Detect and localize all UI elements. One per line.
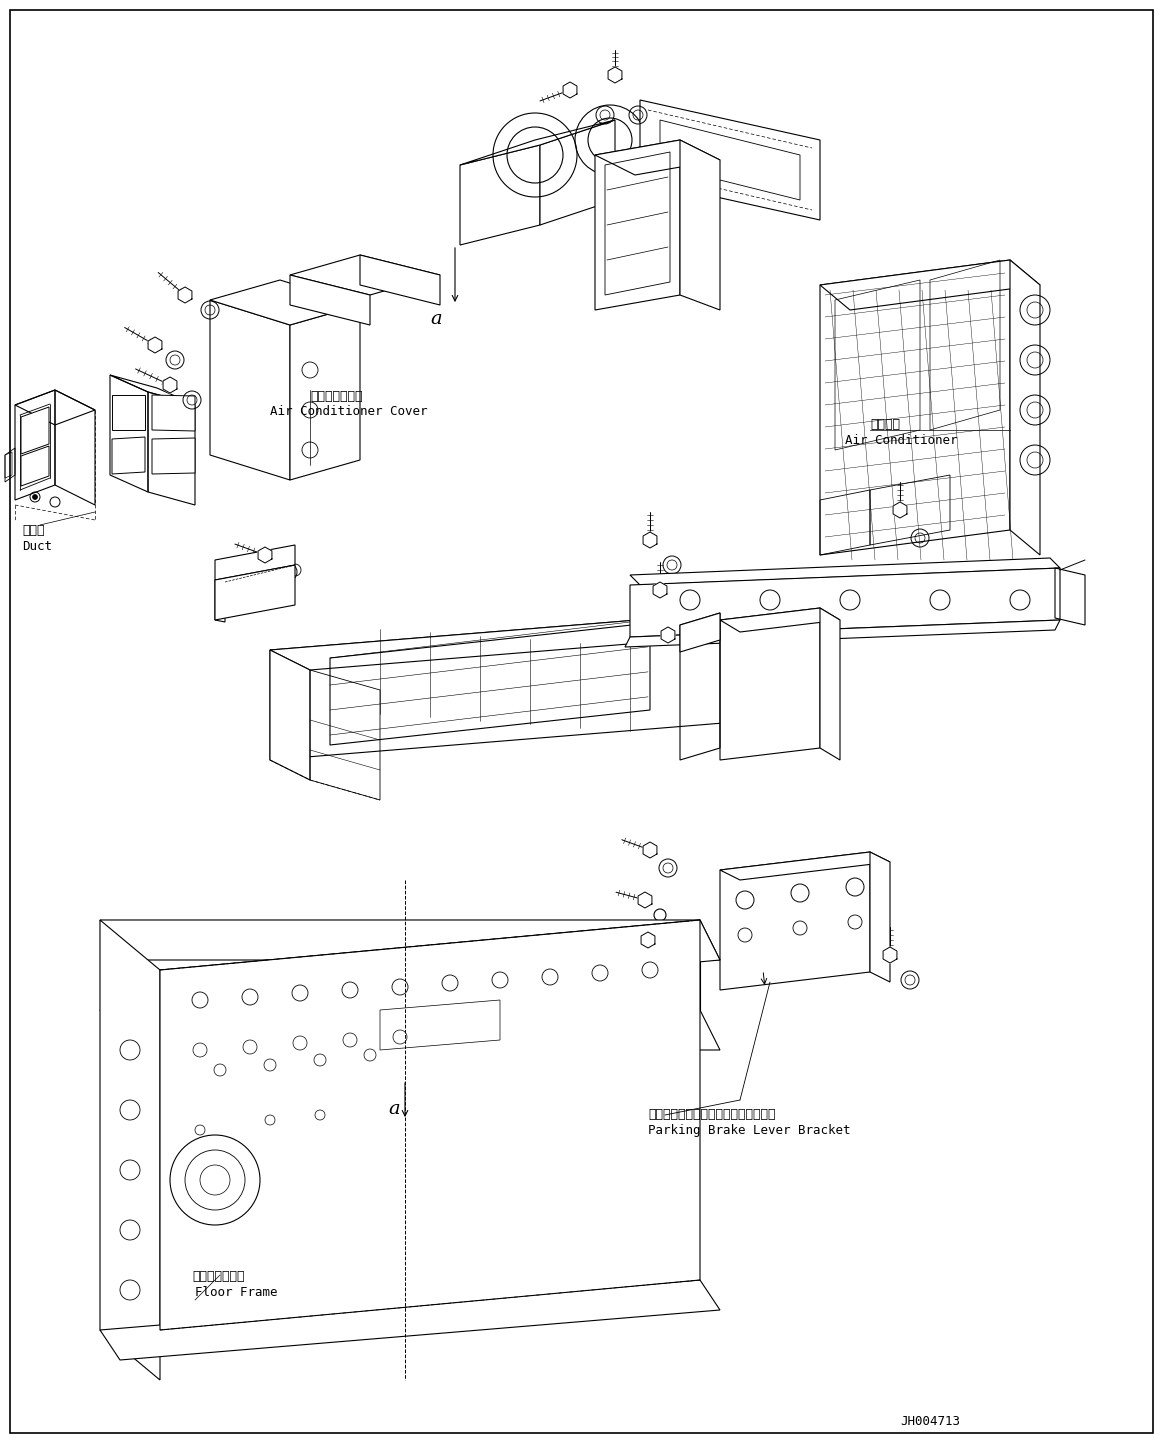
Polygon shape: [361, 254, 440, 305]
Polygon shape: [100, 920, 160, 1380]
Polygon shape: [680, 139, 720, 309]
Polygon shape: [258, 546, 272, 562]
Polygon shape: [893, 501, 907, 519]
Polygon shape: [270, 610, 759, 760]
Polygon shape: [270, 610, 800, 670]
Text: Air Conditioner: Air Conditioner: [846, 434, 957, 448]
Polygon shape: [211, 280, 361, 325]
Polygon shape: [608, 67, 622, 83]
Polygon shape: [152, 437, 195, 474]
Polygon shape: [595, 139, 680, 309]
Polygon shape: [641, 931, 655, 947]
Polygon shape: [215, 545, 295, 580]
Polygon shape: [461, 145, 540, 246]
Polygon shape: [595, 139, 720, 174]
Text: Floor Frame: Floor Frame: [195, 1286, 278, 1299]
Polygon shape: [720, 851, 890, 881]
Polygon shape: [870, 851, 890, 982]
Polygon shape: [643, 532, 657, 548]
Polygon shape: [112, 437, 145, 474]
Polygon shape: [178, 288, 192, 304]
Polygon shape: [563, 81, 577, 97]
Polygon shape: [290, 275, 370, 325]
Polygon shape: [100, 1010, 720, 1051]
Text: Parking Brake Lever Bracket: Parking Brake Lever Bracket: [648, 1125, 850, 1138]
Polygon shape: [820, 260, 1009, 555]
Text: エアコン: エアコン: [870, 418, 900, 432]
Polygon shape: [540, 121, 615, 225]
Polygon shape: [661, 628, 675, 644]
Polygon shape: [654, 583, 666, 599]
Polygon shape: [680, 613, 720, 652]
Polygon shape: [720, 607, 840, 632]
Polygon shape: [630, 558, 1059, 586]
Text: フロアフレーム: フロアフレーム: [192, 1270, 244, 1283]
Polygon shape: [290, 305, 361, 479]
Text: a: a: [388, 1100, 400, 1117]
Polygon shape: [152, 395, 195, 432]
Polygon shape: [461, 121, 615, 166]
Text: パーキングブレーキレバーブラケット: パーキングブレーキレバーブラケット: [648, 1109, 776, 1122]
Polygon shape: [160, 920, 720, 1010]
Polygon shape: [290, 254, 440, 295]
Polygon shape: [720, 607, 820, 760]
Text: エアコンカバー: エアコンカバー: [311, 389, 363, 402]
Polygon shape: [21, 446, 49, 485]
Polygon shape: [638, 892, 652, 908]
Polygon shape: [100, 1280, 720, 1360]
Text: ダクト: ダクト: [22, 525, 44, 538]
Polygon shape: [148, 337, 162, 353]
Polygon shape: [820, 607, 840, 760]
Text: Duct: Duct: [22, 541, 52, 554]
Text: JH004713: JH004713: [900, 1415, 959, 1428]
Polygon shape: [630, 568, 1059, 636]
Polygon shape: [163, 376, 177, 392]
Polygon shape: [211, 299, 290, 479]
Polygon shape: [100, 920, 700, 1010]
Circle shape: [33, 494, 37, 500]
Polygon shape: [640, 100, 820, 219]
Polygon shape: [215, 565, 295, 620]
Polygon shape: [160, 920, 700, 1329]
Polygon shape: [883, 947, 897, 963]
Polygon shape: [820, 260, 1040, 309]
Polygon shape: [625, 620, 1059, 647]
Polygon shape: [1009, 260, 1040, 555]
Polygon shape: [100, 920, 720, 960]
Polygon shape: [643, 841, 657, 859]
Polygon shape: [720, 851, 870, 989]
Polygon shape: [21, 407, 49, 453]
Text: a: a: [430, 309, 442, 328]
Polygon shape: [270, 649, 311, 780]
Text: Air Conditioner Cover: Air Conditioner Cover: [270, 405, 428, 418]
Polygon shape: [112, 395, 145, 430]
